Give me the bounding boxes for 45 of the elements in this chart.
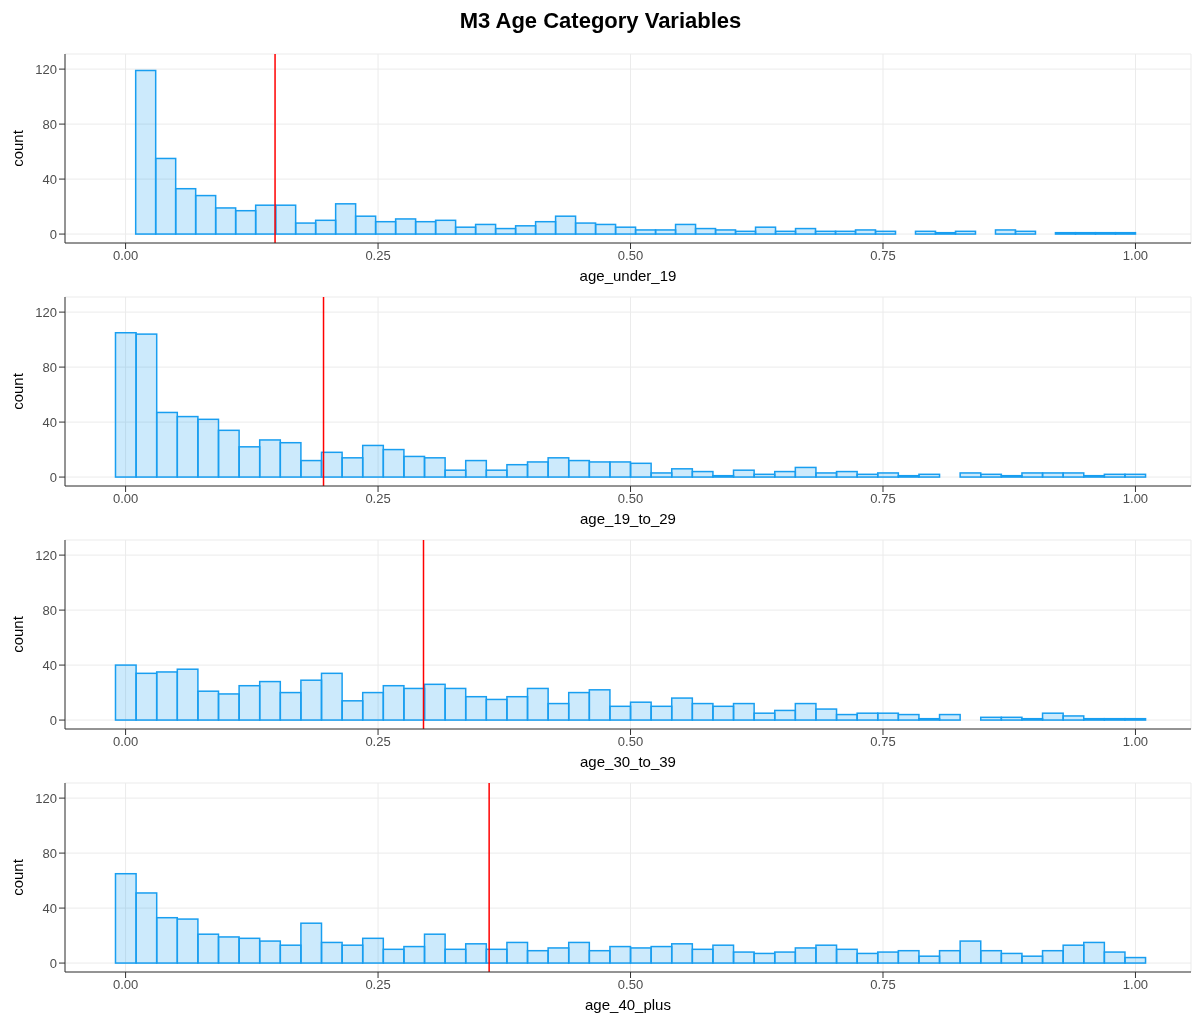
x-tick-label: 0.00: [112, 977, 139, 993]
y-tick-label: 0: [49, 955, 57, 971]
y-tick-label: 40: [42, 171, 57, 187]
x-tick-label: 1.00: [1122, 977, 1149, 993]
y-tick-label: 80: [42, 359, 57, 375]
x-tick-label: 0.00: [112, 734, 139, 750]
x-tick-label: 0.75: [870, 734, 896, 750]
y-axis-title: count: [9, 372, 27, 410]
x-axis-title: age_under_19: [579, 267, 677, 284]
x-tick-label: 0.50: [617, 977, 644, 993]
x-tick-label: 0.75: [870, 977, 896, 993]
x-axis-title: age_30_to_39: [580, 753, 676, 770]
y-tick-label: 40: [42, 414, 57, 430]
x-tick-label: 1.00: [1122, 491, 1149, 507]
y-tick-label: 0: [49, 712, 57, 728]
x-tick-label: 0.50: [617, 248, 644, 264]
x-tick-label: 1.00: [1122, 734, 1149, 750]
x-axis-title: age_40_plus: [585, 996, 671, 1013]
y-tick-label: 0: [49, 226, 57, 242]
y-tick-label: 80: [42, 602, 57, 618]
y-tick-label: 120: [35, 61, 57, 77]
y-tick-label: 80: [42, 116, 57, 132]
y-axis-title: count: [9, 858, 27, 896]
y-tick-label: 120: [35, 790, 57, 806]
y-axis-title: count: [9, 129, 27, 167]
y-tick-label: 80: [42, 845, 57, 861]
y-tick-label: 120: [35, 547, 57, 563]
x-tick-label: 0.50: [617, 734, 644, 750]
x-tick-label: 0.25: [365, 248, 391, 264]
y-tick-label: 40: [42, 900, 57, 916]
x-tick-label: 0.75: [870, 248, 896, 264]
x-tick-label: 0.00: [112, 491, 139, 507]
y-tick-label: 0: [49, 469, 57, 485]
y-axis-title: count: [9, 615, 27, 653]
y-tick-label: 40: [42, 657, 57, 673]
x-tick-label: 0.50: [617, 491, 644, 507]
x-tick-label: 0.00: [112, 248, 139, 264]
x-tick-label: 0.25: [365, 491, 391, 507]
x-tick-label: 0.25: [365, 977, 391, 993]
x-tick-label: 0.25: [365, 734, 391, 750]
x-tick-label: 1.00: [1122, 248, 1149, 264]
y-tick-label: 120: [35, 304, 57, 320]
x-axis-title: age_19_to_29: [580, 510, 676, 527]
chart-title: M3 Age Category Variables: [458, 8, 743, 35]
x-tick-label: 0.75: [870, 491, 896, 507]
